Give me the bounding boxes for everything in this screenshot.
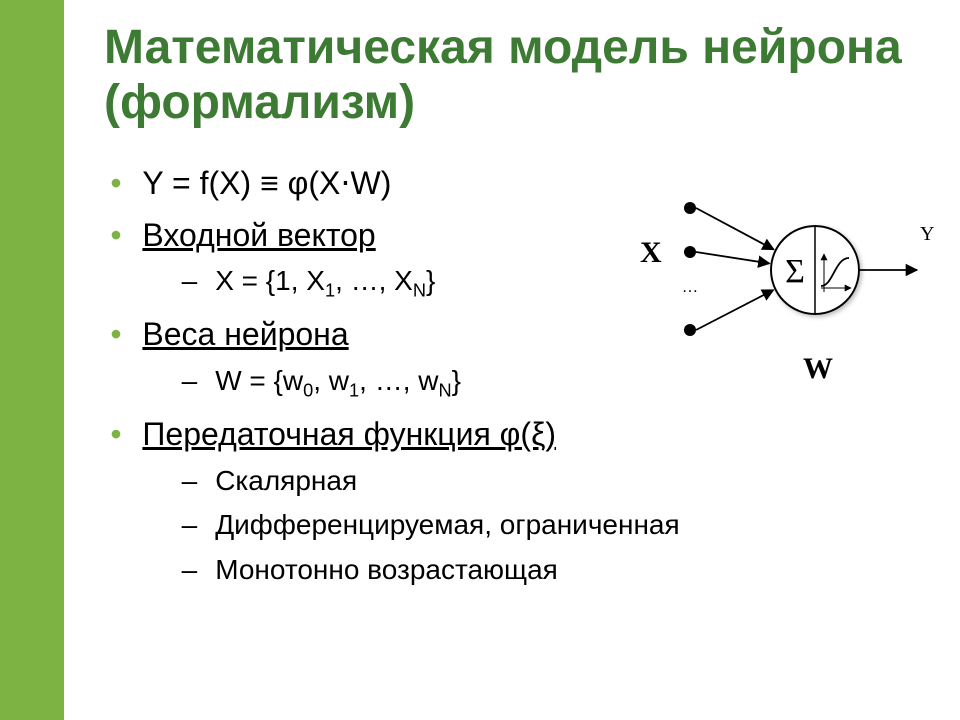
- svg-text:X: X: [640, 236, 662, 269]
- sub-diff-bounded: Дифференцируемая, ограниченная: [142, 503, 920, 548]
- slide-content: Математическая модель нейрона (формализм…: [64, 0, 960, 720]
- text: }: [426, 265, 435, 296]
- svg-text:Σ: Σ: [785, 253, 805, 290]
- sub-scalar: Скалярная: [142, 459, 920, 504]
- text: , …, X: [335, 265, 413, 296]
- svg-text:…: …: [682, 279, 698, 296]
- text: , w: [313, 365, 349, 396]
- sub: 1: [325, 280, 335, 300]
- sidebar-accent: [0, 0, 64, 720]
- neuron-diagram: … Σ X W Y: [600, 180, 940, 400]
- svg-text:Y: Y: [920, 223, 934, 245]
- bullet-weights-label: Веса нейрона: [142, 316, 348, 352]
- slide-title: Математическая модель нейрона (формализм…: [104, 20, 920, 130]
- sub-monotone: Монотонно возрастающая: [142, 548, 920, 593]
- text: X = {1, X: [215, 265, 325, 296]
- text: }: [452, 365, 461, 396]
- sub: N: [413, 280, 426, 300]
- bullet-transfer-fn-label: Передаточная функция φ(ξ): [142, 416, 556, 452]
- bullet-input-vector-label: Входной вектор: [142, 217, 375, 253]
- text: W = {w: [215, 365, 303, 396]
- text: , …, w: [359, 365, 438, 396]
- sub: N: [438, 380, 451, 400]
- svg-text:W: W: [803, 352, 833, 385]
- sub: 1: [349, 380, 359, 400]
- sub: 0: [303, 380, 313, 400]
- bullet-transfer-fn: Передаточная функция φ(ξ) Скалярная Дифф…: [104, 409, 920, 593]
